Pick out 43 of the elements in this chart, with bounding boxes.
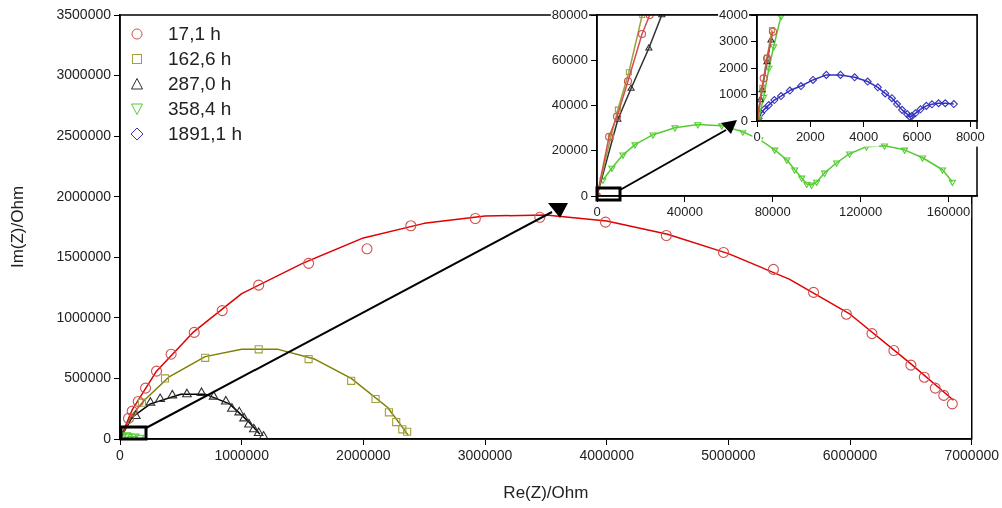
x-tick-label: 40000 — [666, 204, 703, 220]
x-tick-label: 160000 — [926, 204, 971, 220]
y-tick-label: 1500000 — [56, 248, 112, 265]
legend-label: 287,0 h — [168, 72, 232, 96]
x-tick-label: 5000000 — [701, 447, 756, 464]
x-tick-label: 1000000 — [214, 447, 270, 464]
y-tick-label: 20000 — [551, 142, 588, 158]
x-tick-label: 0 — [593, 204, 601, 220]
y-tick-label: 60000 — [551, 51, 588, 67]
x-tick-label: 7000000 — [944, 447, 1000, 464]
y-tick-label: 80000 — [551, 6, 588, 22]
y-tick-label: 3000 — [719, 33, 748, 49]
y-tick-label: 2000 — [719, 59, 748, 75]
x-axis-title: Re(Z)/Ohm — [503, 483, 589, 503]
x-tick-label: 4000000 — [579, 447, 635, 464]
legend-label: 1891,1 h — [168, 122, 242, 146]
x-tick-label: 0 — [753, 129, 761, 145]
y-tick-label: 1000000 — [56, 308, 112, 325]
y-axis-title: Im(Z)/Ohm — [7, 185, 27, 269]
x-tick-label: 120000 — [838, 204, 883, 220]
x-tick-label: 4000 — [849, 129, 879, 145]
y-tick-label: 40000 — [551, 97, 588, 113]
x-tick-label: 2000 — [795, 129, 825, 145]
x-tick-label: 6000000 — [822, 447, 878, 464]
y-tick-label: 3000000 — [56, 66, 112, 83]
y-tick-label: 2000000 — [56, 187, 112, 204]
y-tick-label: 4000 — [719, 6, 748, 22]
y-tick-label: 0 — [103, 429, 112, 446]
y-tick-label: 500000 — [64, 369, 112, 386]
legend-label: 162,6 h — [168, 47, 232, 71]
legend-label: 358,4 h — [168, 97, 232, 121]
x-tick-label: 80000 — [754, 204, 791, 220]
x-tick-label: 2000000 — [336, 447, 391, 464]
y-tick-label: 1000 — [719, 86, 748, 102]
x-tick-label: 8000 — [955, 129, 985, 145]
x-tick-label: 6000 — [902, 129, 932, 145]
y-tick-label: 3500000 — [56, 5, 112, 22]
y-tick-label: 0 — [740, 112, 748, 128]
x-tick-label: 3000000 — [457, 447, 513, 464]
y-tick-label: 2500000 — [56, 127, 112, 143]
x-tick-label: 0 — [116, 447, 125, 464]
legend-label: 17,1 h — [168, 22, 221, 46]
y-tick-label: 0 — [580, 187, 588, 203]
